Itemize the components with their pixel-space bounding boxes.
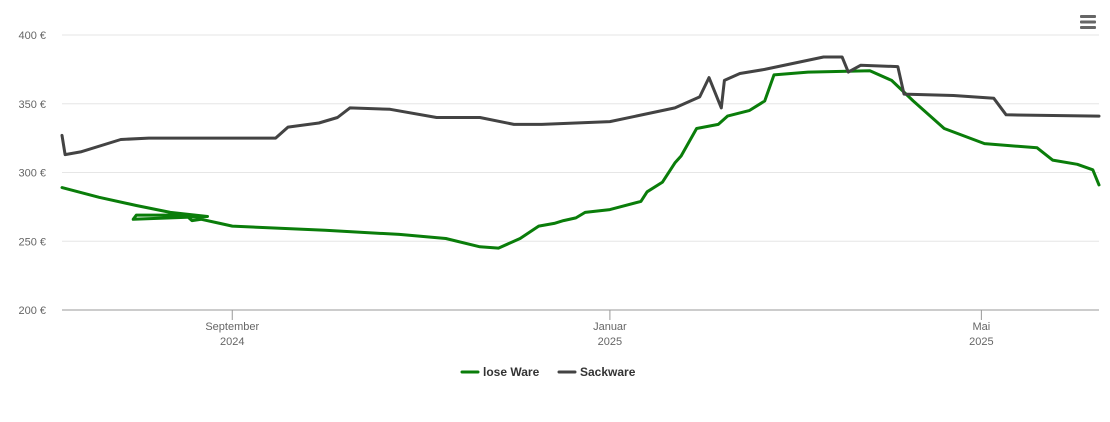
legend-item[interactable]: lose Ware bbox=[460, 365, 540, 379]
x-tick-year-label: 2025 bbox=[598, 336, 622, 348]
y-tick-label: 200 € bbox=[18, 305, 46, 317]
chart-menu-button[interactable] bbox=[1076, 10, 1100, 34]
x-tick-label: Mai bbox=[973, 321, 991, 333]
y-tick-label: 400 € bbox=[18, 30, 46, 42]
y-axis-ticks: 200 € 250 € 300 € 350 € 400 € bbox=[18, 30, 46, 317]
grid-lines bbox=[62, 34, 1099, 242]
series-line-0 bbox=[60, 69, 1101, 250]
x-tick-label: Januar bbox=[593, 321, 627, 333]
x-tick-label: September bbox=[205, 321, 259, 333]
series-lines bbox=[60, 55, 1101, 250]
x-tick-year-label: 2024 bbox=[220, 336, 244, 348]
y-tick-label: 350 € bbox=[18, 99, 46, 111]
hamburger-menu-icon bbox=[1080, 15, 1096, 29]
legend: lose Ware Sackware bbox=[460, 365, 636, 379]
y-tick-label: 300 € bbox=[18, 168, 46, 180]
legend-label: lose Ware bbox=[483, 365, 540, 379]
legend-item[interactable]: Sackware bbox=[557, 365, 636, 379]
x-axis-ticks: September 2024 Januar 2025 Mai 2025 bbox=[205, 310, 994, 348]
legend-label: Sackware bbox=[580, 365, 636, 379]
x-tick-year-label: 2025 bbox=[969, 336, 993, 348]
series-line-1 bbox=[60, 55, 1101, 157]
y-tick-label: 250 € bbox=[18, 236, 46, 248]
